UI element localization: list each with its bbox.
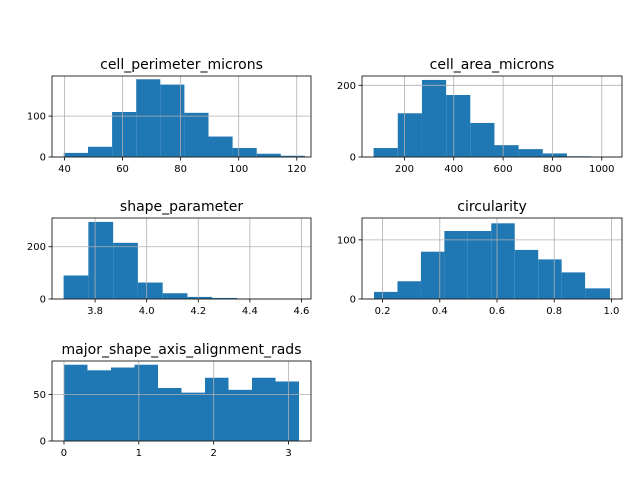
histogram-bar (252, 377, 276, 441)
histogram-bar (110, 367, 135, 441)
histogram-bar (467, 231, 492, 299)
y-tick-label: 100 (337, 235, 356, 246)
histogram-bar (275, 381, 300, 441)
panel-title: circularity (457, 199, 527, 215)
y-tick-label: 0 (40, 153, 46, 164)
y-tick-label: 200 (337, 81, 356, 92)
x-tick-label: 80 (174, 164, 187, 175)
y-tick-label: 0 (350, 295, 356, 306)
histogram-bar (491, 223, 515, 299)
histogram-bar (373, 148, 398, 157)
histogram-bar (420, 251, 445, 299)
histogram-bar (112, 112, 137, 157)
x-tick-label: 0 (61, 448, 67, 459)
histogram-bar (63, 275, 89, 299)
histogram-bar (208, 136, 233, 157)
x-tick-label: 3 (285, 448, 291, 459)
x-tick-label: 4.0 (139, 306, 155, 317)
histogram-bar (187, 296, 213, 299)
x-tick-label: 0.6 (489, 306, 505, 317)
histogram-bar (374, 291, 398, 299)
x-tick-label: 3.8 (87, 306, 103, 317)
x-tick-label: 600 (494, 164, 513, 175)
histogram-bar (134, 364, 158, 441)
axes-frame (361, 217, 623, 300)
axes-frame (51, 360, 312, 442)
histogram-bar (184, 112, 209, 157)
histogram-bar (538, 259, 562, 299)
histogram-bar (446, 94, 471, 157)
histogram-bar (113, 242, 138, 299)
histogram-bar (585, 288, 610, 299)
x-tick-label: 100 (229, 164, 248, 175)
x-tick-label: 200 (395, 164, 414, 175)
x-tick-label: 4.4 (242, 306, 258, 317)
histogram-bar (494, 145, 519, 157)
histogram-panel: 0.2 0.4 0.6 0.8 1.0 0 100 circularity (337, 199, 623, 317)
histogram-bar (212, 297, 237, 299)
histogram-bar (518, 149, 543, 157)
x-tick-label: 0.2 (375, 306, 391, 317)
histogram-bar (232, 148, 257, 157)
histogram-bar (88, 146, 113, 157)
histogram-bar (228, 389, 253, 441)
histogram-bar (63, 364, 88, 441)
panel-title: shape_parameter (120, 199, 243, 215)
y-tick-label: 100 (27, 112, 46, 123)
y-tick-label: 0 (40, 437, 46, 448)
histogram-panel: 200 400 600 800 1000 0 200 cell_area_microns (337, 57, 623, 175)
y-tick-label: 50 (33, 390, 46, 401)
x-tick-label: 1.0 (603, 306, 619, 317)
panel-title: cell_perimeter_microns (100, 57, 263, 73)
histogram-bar (181, 392, 206, 441)
axes-frame (51, 75, 312, 158)
x-tick-label: 1 (136, 448, 142, 459)
x-tick-label: 60 (116, 164, 129, 175)
x-tick-label: 4.2 (190, 306, 206, 317)
y-tick-label: 0 (350, 153, 356, 164)
x-tick-label: 0.4 (432, 306, 448, 317)
histogram-bar (162, 293, 188, 299)
x-tick-label: 800 (543, 164, 562, 175)
histogram-bar (136, 79, 161, 157)
panel-title: major_shape_axis_alignment_rads (62, 342, 302, 358)
x-tick-label: 1000 (589, 164, 614, 175)
histogram-bar (470, 122, 495, 157)
axes-frame (361, 75, 623, 158)
histogram-bar (542, 153, 567, 157)
histogram-panel: 0 1 2 3 0 50 major_shape_axis_alignment_rads (33, 342, 312, 459)
histogram-bar (280, 155, 305, 157)
histogram-bar (397, 281, 421, 299)
histogram-bar (137, 282, 163, 299)
y-tick-label: 200 (27, 242, 46, 253)
x-tick-label: 40 (58, 164, 71, 175)
histogram-bar (63, 152, 89, 157)
histogram-bar (205, 377, 229, 441)
histogram-bar (397, 113, 422, 157)
y-tick-label: 0 (40, 295, 46, 306)
x-tick-label: 0.8 (546, 306, 562, 317)
histogram-bar (88, 221, 114, 299)
histogram-bar (421, 79, 447, 157)
histogram-bar (444, 231, 468, 299)
x-tick-label: 400 (444, 164, 463, 175)
x-tick-label: 120 (287, 164, 306, 175)
x-tick-label: 2 (211, 448, 217, 459)
axes-frame (51, 217, 312, 300)
histogram-bar (157, 387, 182, 441)
panel-title: cell_area_microns (430, 57, 555, 73)
histogram-bar (256, 153, 281, 157)
x-tick-label: 4.6 (294, 306, 310, 317)
histogram-panel: 3.8 4.0 4.2 4.4 4.6 0 200 shape_parameter (27, 199, 312, 317)
histogram-panel: 40 60 80 100 120 0 100 cell_perimeter_microns (27, 57, 312, 175)
histogram-bar (514, 249, 539, 299)
histogram-bar (561, 272, 586, 299)
histogram-bar (87, 370, 111, 441)
